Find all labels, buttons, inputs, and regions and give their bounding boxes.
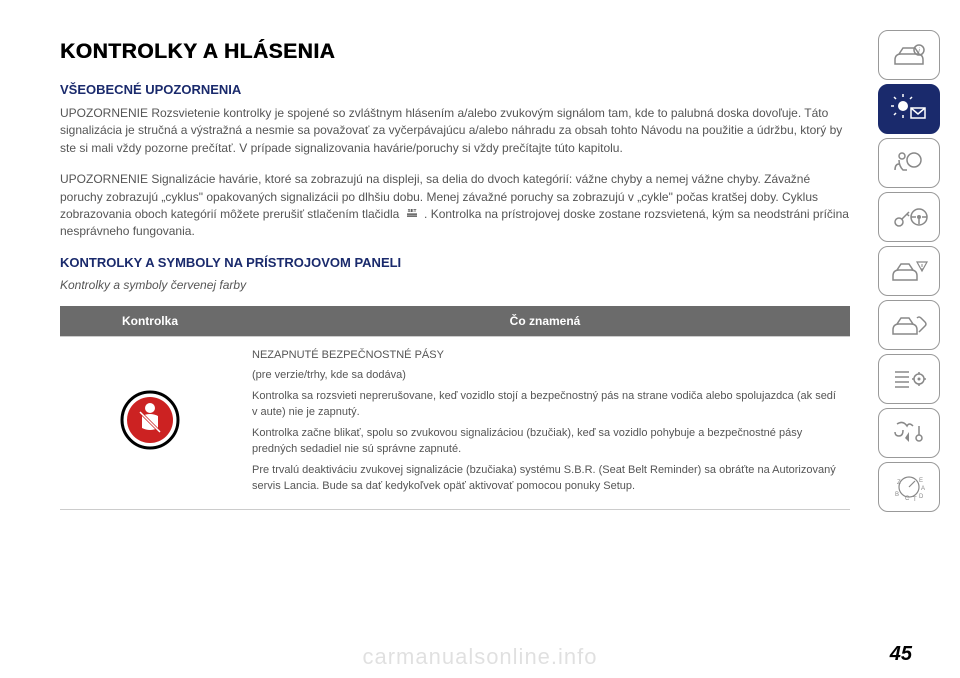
row1-p2: Kontrolka začne blikať, spolu so zvukovo… bbox=[252, 425, 838, 458]
section2-heading: KONTROLKY A SYMBOLY NA PRÍSTROJOVOM PANE… bbox=[60, 255, 850, 270]
row1-title: NEZAPNUTÉ BEZPEČNOSTNÉ PÁSY bbox=[252, 347, 838, 364]
section1-p1: UPOZORNENIE Rozsvietenie kontrolky je sp… bbox=[60, 105, 850, 157]
row1-p1: Kontrolka sa rozsvieti neprerušovane, ke… bbox=[252, 388, 838, 421]
section1-heading: VŠEOBECNÉ UPOZORNENIA bbox=[60, 82, 850, 97]
warning-desc-cell: NEZAPNUTÉ BEZPEČNOSTNÉ PÁSY (pre verzie/… bbox=[240, 336, 850, 509]
warning-light-icon[interactable] bbox=[878, 84, 940, 134]
svg-text:D: D bbox=[919, 494, 924, 500]
svg-text:T: T bbox=[913, 497, 917, 502]
row1-p3: Pre trvalú deaktiváciu zvukovej signaliz… bbox=[252, 462, 838, 495]
settings-list-icon[interactable] bbox=[878, 354, 940, 404]
page-number: 45 bbox=[890, 643, 912, 666]
service-wrench-icon[interactable] bbox=[878, 300, 940, 350]
airbag-icon[interactable] bbox=[878, 138, 940, 188]
page-title: KONTROLKY A HLÁSENIA bbox=[60, 40, 850, 64]
section1-p2: UPOZORNENIE Signalizácie havárie, ktoré … bbox=[60, 171, 850, 241]
key-steering-icon[interactable] bbox=[878, 192, 940, 242]
svg-text:SET: SET bbox=[407, 208, 416, 213]
car-info-icon[interactable]: i bbox=[878, 30, 940, 80]
crash-warning-icon[interactable] bbox=[878, 246, 940, 296]
warning-table: Kontrolka Čo znamená bbox=[60, 306, 850, 510]
svg-text:C: C bbox=[905, 496, 910, 502]
sidebar-nav: i bbox=[878, 30, 940, 512]
svg-text:B: B bbox=[895, 492, 899, 498]
svg-text:E: E bbox=[919, 478, 923, 484]
page-container: KONTROLKY A HLÁSENIA VŠEOBECNÉ UPOZORNEN… bbox=[0, 0, 960, 678]
svg-text:A: A bbox=[921, 486, 925, 492]
table-header-col1: Kontrolka bbox=[60, 306, 240, 337]
table-row: NEZAPNUTÉ BEZPEČNOSTNÉ PÁSY (pre verzie/… bbox=[60, 336, 850, 509]
seatbelt-warning-icon bbox=[118, 388, 182, 458]
table-header-col2: Čo znamená bbox=[240, 306, 850, 337]
warning-icon-cell bbox=[60, 336, 240, 509]
set-button-icon: SET bbox=[405, 206, 419, 223]
svg-text:Z: Z bbox=[897, 480, 901, 486]
row1-sub: (pre verzie/trhy, kde sa dodáva) bbox=[252, 367, 838, 384]
alphabet-dial-icon[interactable]: Z E B A D C T bbox=[878, 462, 940, 512]
media-nav-icon[interactable] bbox=[878, 408, 940, 458]
section2-sub: Kontrolky a symboly červenej farby bbox=[60, 278, 850, 292]
